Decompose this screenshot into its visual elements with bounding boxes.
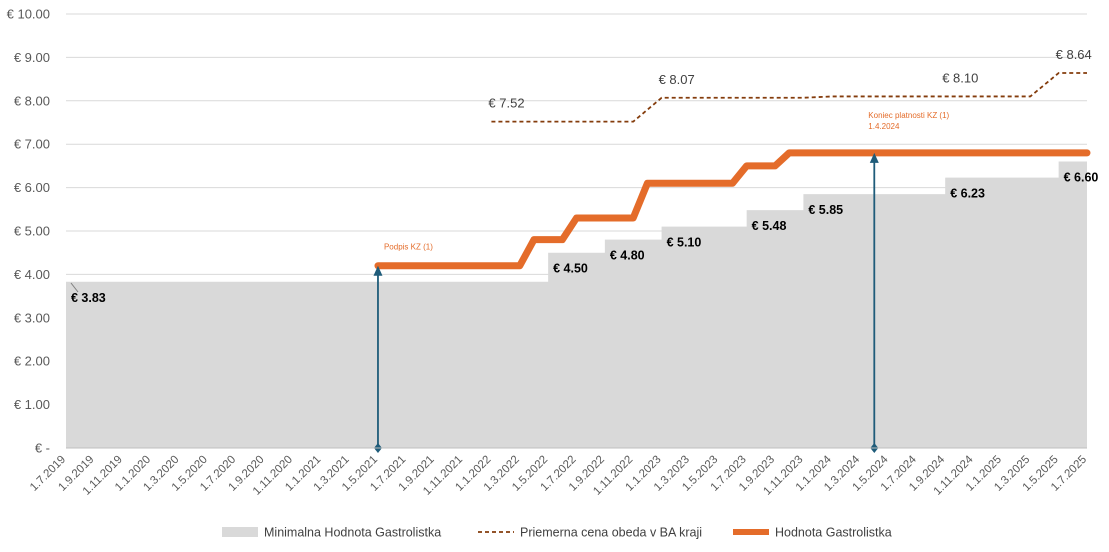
min-value-label: € 3.83: [71, 291, 106, 305]
min-value-label: € 6.23: [950, 187, 985, 201]
min-value-label: € 4.80: [610, 249, 645, 263]
y-tick-label: € 10.00: [7, 7, 50, 22]
annotation-arrow-head: [373, 265, 383, 276]
min-value-label: € 6.60: [1064, 171, 1099, 185]
legend: Minimalna Hodnota Gastrolistka Priemerna …: [222, 526, 892, 540]
annotation-label: 1.4.2024: [868, 122, 900, 131]
avg-price-label: € 7.52: [488, 96, 524, 111]
legend-swatch-min: [222, 527, 258, 537]
min-value-label: € 5.48: [752, 219, 787, 233]
min-value-area-shape: [66, 161, 1087, 448]
avg-price-label: € 8.07: [659, 72, 695, 87]
y-tick-label: € 6.00: [14, 180, 50, 195]
y-tick-label: € 1.00: [14, 397, 50, 412]
min-value-label: € 5.85: [808, 203, 843, 217]
gastro-ticket-value-line: [374, 149, 1091, 270]
y-tick-label: € 7.00: [14, 137, 50, 152]
avg-lunch-price-line: [491, 72, 1087, 123]
annotations: Podpis KZ (1) Koniec platnosti KZ (1) 1.4.…: [373, 111, 950, 453]
y-tick-label: € -: [35, 441, 50, 456]
annotation-label: Koniec platnosti KZ (1): [868, 111, 949, 120]
legend-label-avg: Priemerna cena obeda v BA kraji: [520, 526, 702, 540]
legend-label-min: Minimalna Hodnota Gastrolistka: [264, 526, 441, 540]
y-axis: € - € 1.00 € 2.00 € 3.00 € 4.00 € 5.00 € 6.00 €…: [7, 7, 50, 456]
y-tick-label: € 4.00: [14, 267, 50, 282]
y-tick-label: € 5.00: [14, 224, 50, 239]
y-tick-label: € 3.00: [14, 310, 50, 325]
avg-price-label: € 8.64: [1056, 47, 1092, 62]
label-leader-line: [70, 282, 79, 293]
gastro-ticket-value-series: [374, 149, 1091, 270]
legend-label-value: Hodnota Gastrolistka: [775, 526, 892, 540]
min-value-label: € 5.10: [667, 236, 702, 250]
annotation-arrow-head: [869, 152, 879, 163]
y-tick-label: € 8.00: [14, 93, 50, 108]
y-tick-label: € 2.00: [14, 354, 50, 369]
annotation-label: Podpis KZ (1): [384, 243, 433, 252]
data-labels: € 3.83 € 4.50 € 4.80 € 5.10 € 5.48 € 5.85 € 6.…: [70, 47, 1099, 305]
avg-lunch-price-series: [491, 72, 1087, 123]
min-value-area: [66, 161, 1087, 448]
min-value-label: € 4.50: [553, 262, 588, 276]
y-tick-label: € 9.00: [14, 50, 50, 65]
x-axis: 1.7.20191.9.20191.11.20191.1.20201.3.202…: [28, 447, 1089, 498]
avg-price-label: € 8.10: [942, 70, 978, 85]
